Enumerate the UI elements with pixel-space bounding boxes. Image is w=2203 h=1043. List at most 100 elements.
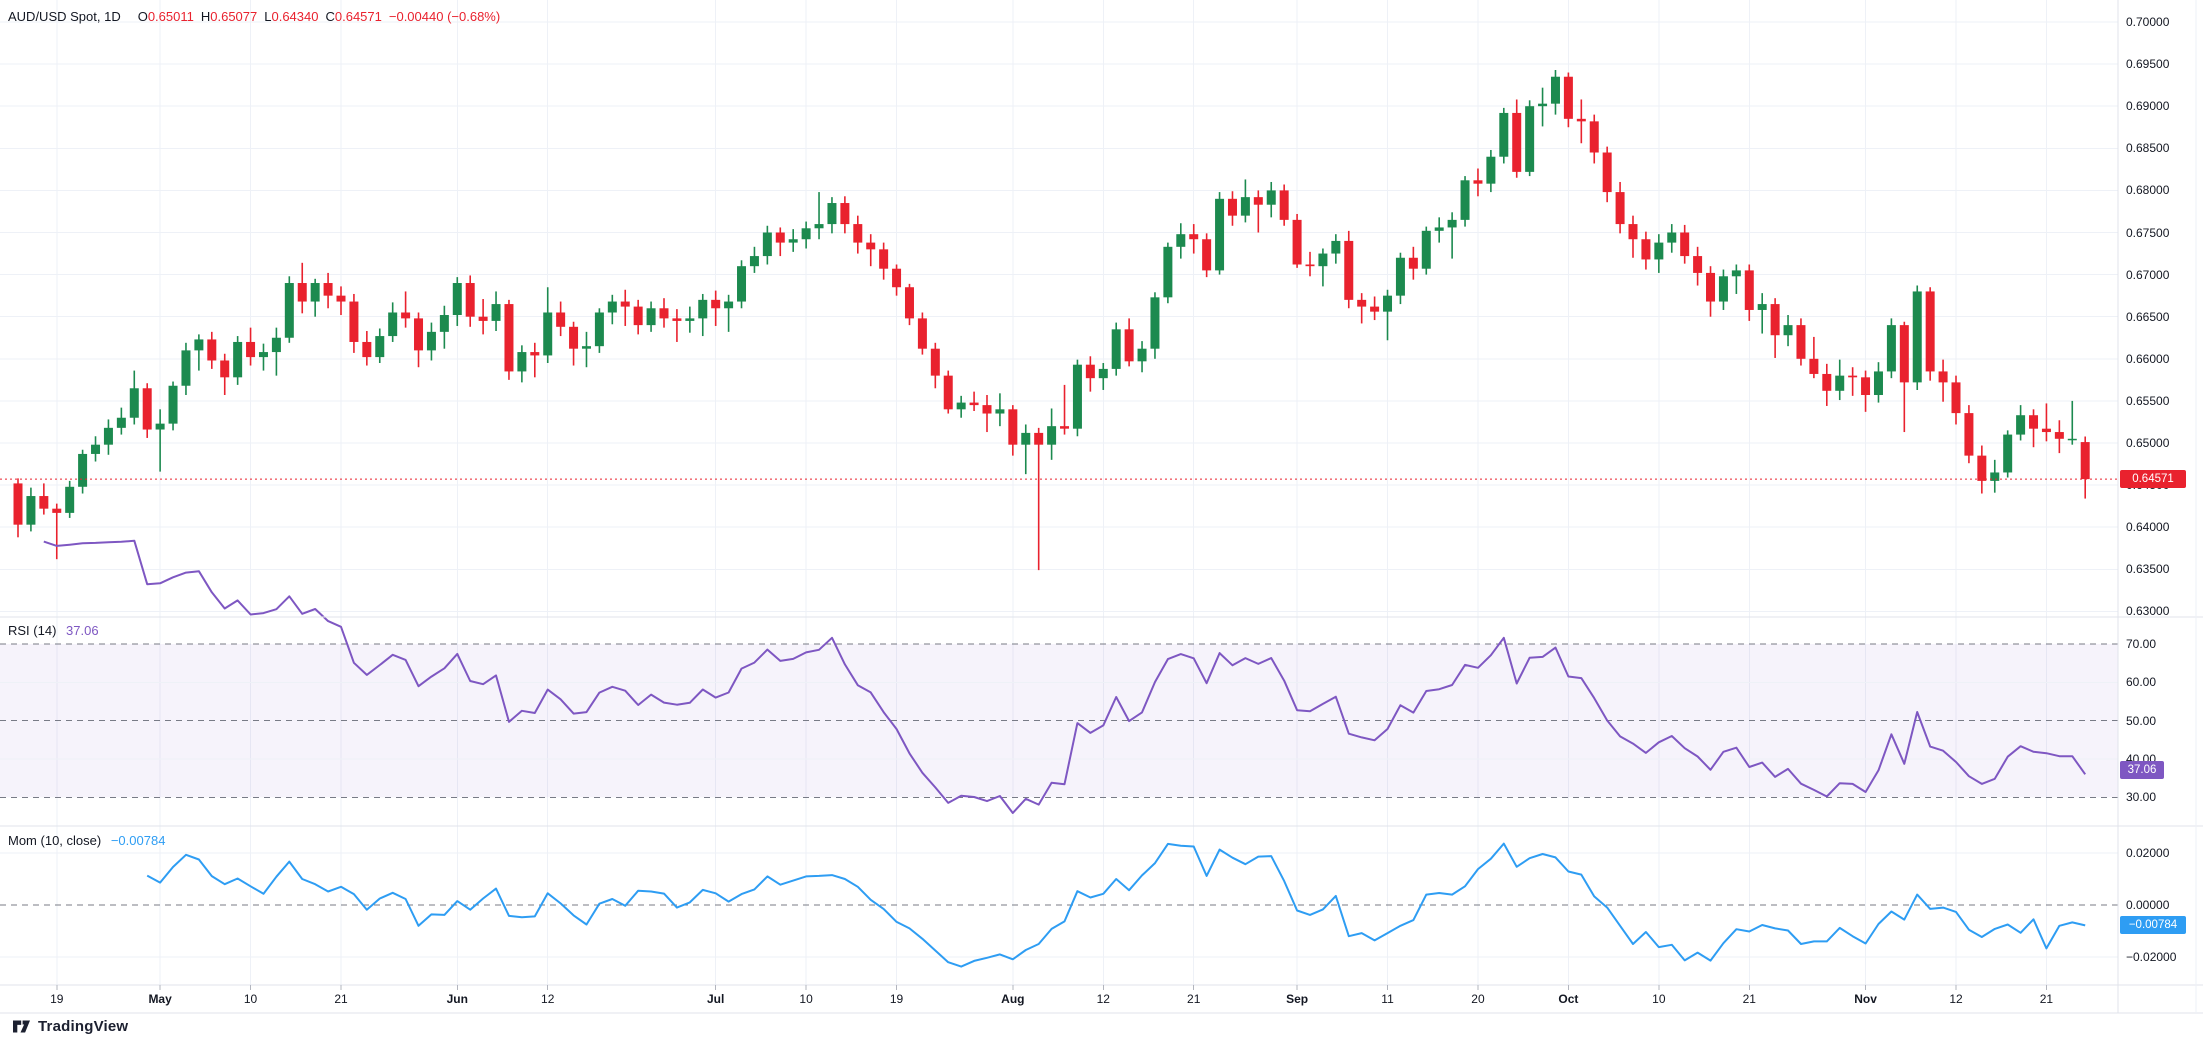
candle-body xyxy=(2003,434,2013,473)
candle-body xyxy=(543,312,553,356)
candle-body xyxy=(1240,197,1250,216)
candle-body xyxy=(1473,180,1483,184)
candle-body xyxy=(814,224,824,229)
candle-body xyxy=(1021,432,1031,445)
candle-body xyxy=(323,283,333,296)
last-price-badge: 0.64571 xyxy=(2120,470,2186,489)
candle-body xyxy=(737,266,747,302)
candle-body xyxy=(52,508,62,513)
rsi-title: RSI xyxy=(8,623,30,638)
candle-body xyxy=(1654,242,1664,260)
mom-legend[interactable]: Mom (10, close) −0.00784 xyxy=(8,833,165,848)
mom-axis-tick: 0.00000 xyxy=(2126,898,2170,912)
candle-body xyxy=(375,336,385,358)
candle-body xyxy=(1783,325,1793,336)
candle-body xyxy=(1253,197,1263,205)
candle-body xyxy=(2029,415,2039,429)
tradingview-logo[interactable]: TradingView xyxy=(12,1017,128,1036)
time-axis-label: 20 xyxy=(1471,992,1485,1006)
time-axis-label: Aug xyxy=(1001,992,1025,1006)
candle-body xyxy=(26,496,36,525)
candle-body xyxy=(388,312,398,337)
candle-body xyxy=(556,312,566,327)
time-axis-label: 12 xyxy=(1096,992,1110,1006)
candle-body xyxy=(607,301,617,313)
candle-body xyxy=(1641,239,1651,260)
time-axis-label: Sep xyxy=(1286,992,1309,1006)
symbol-legend[interactable]: AUD/USD Spot, 1D O0.65011 H0.65077 L0.64340… xyxy=(8,9,500,24)
candle-body xyxy=(892,268,902,288)
candle-body xyxy=(749,256,759,267)
candle-body xyxy=(439,315,449,332)
candle-body xyxy=(1602,152,1612,193)
candle-body xyxy=(181,350,191,386)
candle-body xyxy=(1499,112,1509,157)
price-axis-tick: 0.68000 xyxy=(2126,183,2170,198)
symbol-title: AUD/USD Spot, 1D xyxy=(8,9,121,24)
candle-body xyxy=(1344,240,1354,300)
price-axis-tick: 0.69000 xyxy=(2126,99,2170,114)
close-label: C xyxy=(325,9,335,24)
candle-body xyxy=(2067,438,2077,441)
candle-body xyxy=(452,283,462,316)
close-value: 0.64571 xyxy=(334,9,382,24)
price-axis-tick: 0.67000 xyxy=(2126,267,2170,282)
candle-body xyxy=(1137,348,1147,362)
time-axis-label: 10 xyxy=(1652,992,1666,1006)
candle-body xyxy=(65,486,75,513)
candle-body xyxy=(1886,325,1896,372)
candle-body xyxy=(1576,118,1586,122)
candle-body xyxy=(207,339,217,361)
candle-body xyxy=(258,352,268,358)
mom-line xyxy=(146,842,2086,968)
candle-body xyxy=(581,346,591,349)
mom-axis-tick: −0.02000 xyxy=(2126,950,2177,964)
candle-body xyxy=(1770,304,1780,336)
price-axis-tick: 0.65000 xyxy=(2126,436,2170,450)
candle-body xyxy=(297,283,307,302)
candle-body xyxy=(1912,291,1922,383)
candle-body xyxy=(1447,219,1457,228)
candle-body xyxy=(1512,112,1522,172)
candle-body xyxy=(1305,264,1315,267)
candle-body xyxy=(1098,368,1108,379)
candle-body xyxy=(1072,364,1082,429)
rsi-axis-tick: 70.00 xyxy=(2126,637,2157,651)
candle-body xyxy=(1693,256,1703,273)
candle-body xyxy=(1938,371,1948,383)
price-axis-tick: 0.68500 xyxy=(2126,141,2170,156)
candle-body xyxy=(194,339,204,351)
candle-body xyxy=(1292,219,1302,265)
candle-body xyxy=(1951,382,1961,414)
candle-body xyxy=(1589,121,1599,153)
candle-body xyxy=(1706,272,1716,302)
candle-body xyxy=(220,360,230,378)
change-value: −0.00440 (−0.68%) xyxy=(388,9,501,24)
candle-body xyxy=(788,239,798,243)
candle-body xyxy=(530,352,540,356)
candle-body xyxy=(1628,224,1638,240)
price-axis-tick: 0.63500 xyxy=(2126,562,2170,577)
mom-title: Mom xyxy=(8,833,37,848)
rsi-legend[interactable]: RSI (14) 37.06 xyxy=(8,623,99,638)
candle-body xyxy=(1008,409,1018,445)
time-axis-label: 21 xyxy=(334,992,348,1006)
candle-body xyxy=(1189,234,1199,240)
tradingview-logo-icon xyxy=(13,1020,30,1033)
candle-body xyxy=(917,318,927,349)
rsi-params: (14) xyxy=(33,623,57,638)
candle-body xyxy=(1680,232,1690,257)
candle-body xyxy=(233,341,243,378)
time-axis-label: 19 xyxy=(889,992,904,1006)
candle-body xyxy=(853,224,863,243)
candle-body xyxy=(116,417,126,428)
candle-body xyxy=(982,405,992,414)
time-axis-label: 21 xyxy=(1742,992,1756,1006)
candle-body xyxy=(1176,234,1186,247)
candle-body xyxy=(168,385,178,424)
candle-body xyxy=(478,316,488,321)
candle-body xyxy=(1331,240,1341,254)
time-axis-label: Nov xyxy=(1854,992,1877,1006)
candle-body xyxy=(1085,364,1095,379)
